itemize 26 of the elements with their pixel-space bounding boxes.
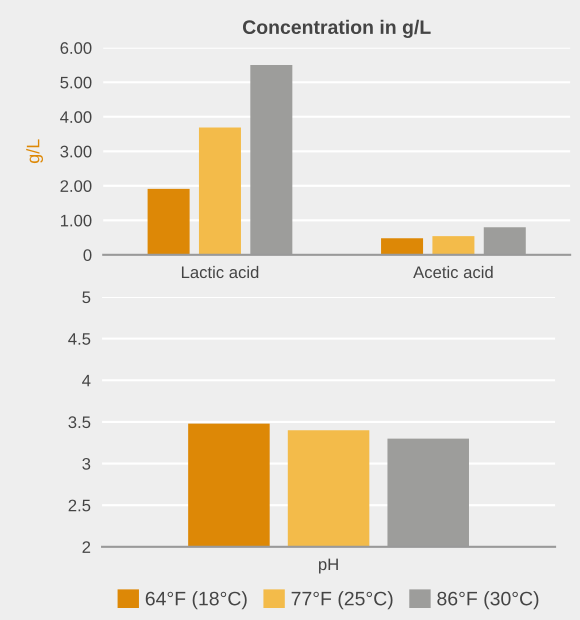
y-tick-label: 4.00 [60,111,92,123]
legend-label: 77°F (25°C) [292,591,393,610]
y-tick-label: 4.5 [68,333,90,345]
bar [148,188,190,255]
y-tick-label: 4 [82,374,90,386]
legend-label: 64°F (18°C) [146,591,247,610]
y-tick-label: 3.5 [68,416,90,428]
y-tick-label: 3 [82,458,90,470]
y-tick-label: 5 [82,292,90,304]
x-tick-label: Acetic acid [413,266,493,278]
y-tick-label: 0 [84,249,92,262]
y-tick-label: 6.00 [60,42,92,54]
legend-label: 86°F (30°C) [437,591,538,610]
chart-title: Concentration in g/L [242,20,431,38]
y-tick-label: 1.00 [60,214,92,227]
bar [381,238,424,255]
x-tick-label: pH [318,558,338,574]
y-axis-title: g/L [26,139,44,164]
bar [432,236,474,255]
x-tick-label: Lactic acid [182,266,258,278]
bar [198,127,241,255]
y-tick-label: 2.00 [60,180,92,192]
y-tick-label: 3.00 [60,146,92,158]
y-tick-label: 2.5 [68,500,90,512]
y-tick-label: 5.00 [60,76,92,88]
y-tick-label: 2 [82,541,90,553]
